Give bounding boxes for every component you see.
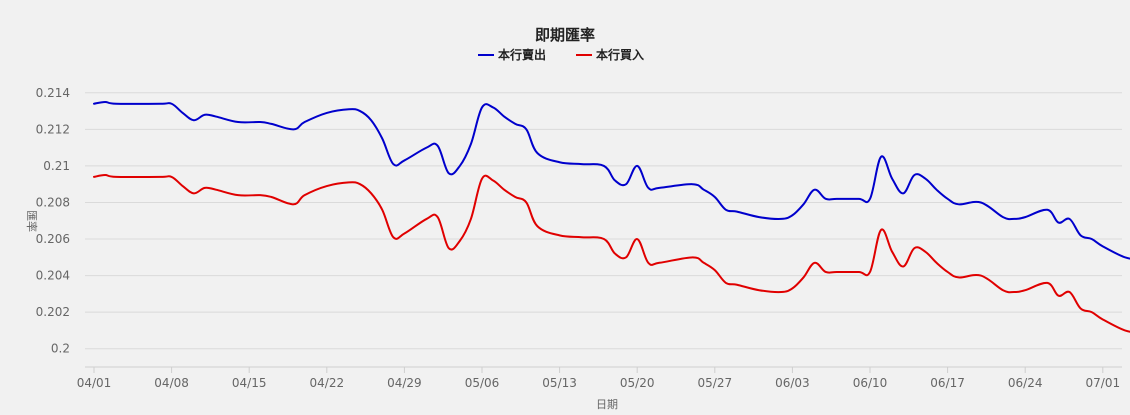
axis-layer: 0.2 0.202 0.204 0.206 0.208 0.21 0.212 0.214 04/… [36, 86, 1122, 390]
grid-layer [85, 92, 1122, 350]
y-tick-label: 0.208 [36, 195, 70, 209]
y-tick-label: 0.214 [36, 86, 70, 100]
legend-item-sell[interactable]: 本行賣出 [478, 47, 546, 62]
x-tick-label: 04/01 [77, 376, 112, 390]
legend-label-buy: 本行買入 [596, 47, 644, 62]
x-tick-label: 06/10 [853, 376, 888, 390]
chart-title: 即期匯率 [535, 26, 595, 44]
x-tick-label: 04/29 [387, 376, 422, 390]
x-tick-label: 06/03 [775, 376, 810, 390]
y-tick-label: 0.21 [43, 159, 70, 173]
series-layer [93, 100, 1130, 355]
x-tick-label: 06/17 [930, 376, 965, 390]
x-axis-label: 日期 [596, 398, 618, 411]
x-tick-label: 05/13 [542, 376, 577, 390]
y-tick-label: 0.202 [36, 305, 70, 319]
x-tick-label: 06/24 [1008, 376, 1043, 390]
x-tick-label: 07/01 [1086, 376, 1121, 390]
series-line-sell[interactable] [93, 100, 1130, 282]
y-axis-label: 匯率 [25, 210, 39, 232]
series-line-buy[interactable] [93, 174, 1130, 355]
legend-label-sell: 本行賣出 [498, 47, 546, 62]
x-tick-label: 05/27 [698, 376, 733, 390]
x-tick-label: 05/20 [620, 376, 655, 390]
y-tick-label: 0.206 [36, 232, 70, 246]
x-tick-label: 04/22 [310, 376, 345, 390]
legend[interactable]: 本行賣出 本行買入 [478, 47, 644, 62]
x-tick-label: 05/06 [465, 376, 500, 390]
x-tick-label: 04/08 [154, 376, 189, 390]
y-tick-label: 0.2 [51, 342, 70, 356]
x-tick-label: 04/15 [232, 376, 267, 390]
legend-item-buy[interactable]: 本行買入 [576, 47, 644, 62]
y-tick-label: 0.212 [36, 122, 70, 136]
y-tick-label: 0.204 [36, 269, 70, 283]
